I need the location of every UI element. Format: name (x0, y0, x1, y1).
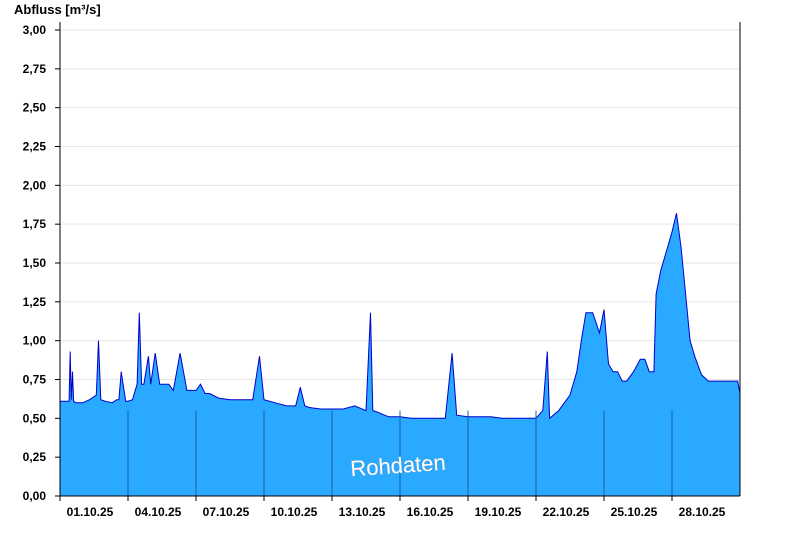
x-tick-label: 16.10.25 (407, 505, 454, 519)
y-tick-label: 2,00 (23, 178, 47, 192)
x-tick-label: 13.10.25 (339, 505, 386, 519)
y-tick-label: 1,50 (23, 256, 47, 270)
x-tick-labels: 01.10.25 04.10.25 07.10.25 10.10.25 13.10.25… (67, 505, 726, 519)
y-tick-label: 3,00 (23, 23, 47, 37)
x-tick-label: 19.10.25 (475, 505, 522, 519)
y-axis-title: Abfluss [m³/s] (14, 2, 101, 17)
x-tick-label: 22.10.25 (543, 505, 590, 519)
y-tick-label: 1,25 (23, 295, 47, 309)
y-tick-label: 0,50 (23, 411, 47, 425)
y-tick-label: 2,75 (23, 62, 47, 76)
y-tick-label: 2,50 (23, 101, 47, 115)
x-tick-label: 25.10.25 (611, 505, 658, 519)
y-tick-label: 0,00 (23, 489, 47, 503)
x-tick-label: 07.10.25 (203, 505, 250, 519)
y-tick-label: 0,75 (23, 373, 47, 387)
x-tick-label: 10.10.25 (271, 505, 318, 519)
axes (55, 22, 741, 501)
plot-area (60, 213, 741, 497)
y-tick-label: 0,25 (23, 450, 47, 464)
x-tick-label: 28.10.25 (679, 505, 726, 519)
discharge-area (60, 213, 740, 497)
y-tick-labels: 0,00 0,25 0,50 0,75 1,00 1,25 1,50 1,75 2,00 2,25… (23, 23, 47, 503)
y-tick-label: 2,25 (23, 140, 47, 154)
x-tick-label: 01.10.25 (67, 505, 114, 519)
discharge-line (60, 213, 741, 420)
y-tick-label: 1,75 (23, 217, 47, 231)
y-tick-label: 1,00 (23, 334, 47, 348)
x-tick-label: 04.10.25 (135, 505, 182, 519)
